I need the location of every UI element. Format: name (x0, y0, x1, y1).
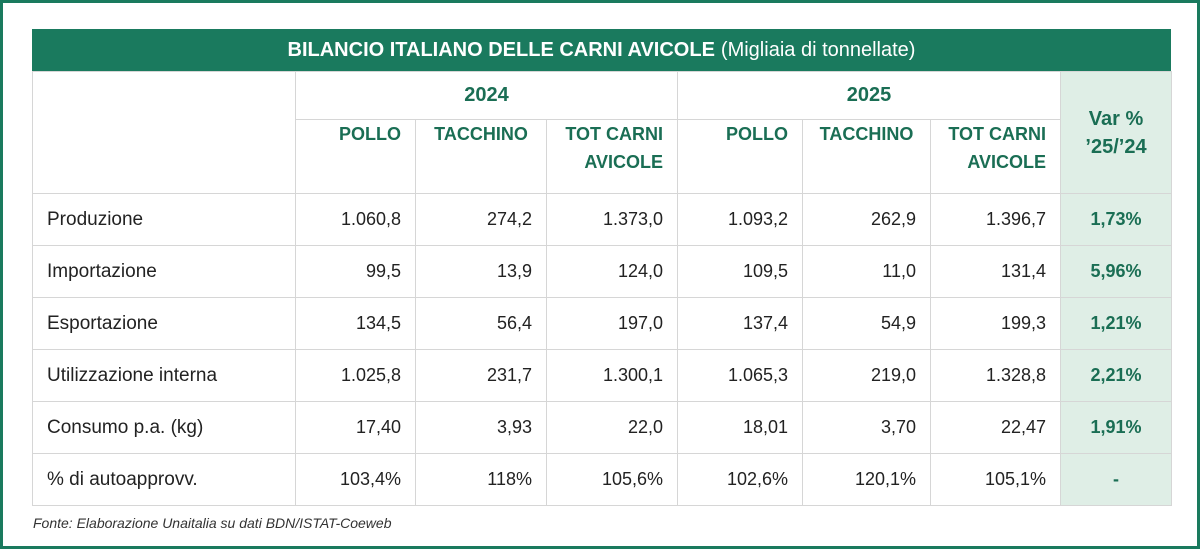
col-header-tacchino-2024: TACCHINO (415, 119, 547, 194)
cell-2024: 103,4% (295, 453, 416, 506)
row-label: Importazione (32, 245, 296, 298)
balance-table: 2024 2025 Var % ’25/’24 POLLO TACCHINO T… (32, 71, 1172, 506)
table-row: % di autoapprovv. 103,4% 118% 105,6% 102,6% 1… (32, 453, 1172, 506)
var-header: Var % ’25/’24 (1060, 71, 1172, 194)
cell-2024: 274,2 (415, 193, 547, 246)
var-cell: - (1060, 453, 1172, 506)
cell-2025: 1.396,7 (930, 193, 1061, 246)
cell-2025: 105,1% (930, 453, 1061, 506)
cell-2024: 124,0 (546, 245, 678, 298)
cell-2025: 54,9 (802, 297, 931, 350)
var-cell: 1,21% (1060, 297, 1172, 350)
cell-2025: 102,6% (677, 453, 803, 506)
cell-2025: 1.328,8 (930, 349, 1061, 402)
var-cell: 5,96% (1060, 245, 1172, 298)
cell-2025: 131,4 (930, 245, 1061, 298)
cell-2025: 120,1% (802, 453, 931, 506)
row-label: % di autoapprovv. (32, 453, 296, 506)
cell-2025: 3,70 (802, 401, 931, 454)
cell-2024: 1.373,0 (546, 193, 678, 246)
cell-2024: 118% (415, 453, 547, 506)
cell-2025: 22,47 (930, 401, 1061, 454)
cell-2024: 56,4 (415, 297, 547, 350)
table-row: Importazione 99,5 13,9 124,0 109,5 11,0 131,4 5… (32, 245, 1172, 298)
table-row: Utilizzazione interna 1.025,8 231,7 1.300,1… (32, 349, 1172, 402)
year-header-2025: 2025 (677, 71, 1061, 120)
cell-2024: 1.300,1 (546, 349, 678, 402)
cell-2024: 3,93 (415, 401, 547, 454)
cell-2025: 1.093,2 (677, 193, 803, 246)
row-label-header (32, 71, 296, 194)
table-row: Produzione 1.060,8 274,2 1.373,0 1.093,2 262,… (32, 193, 1172, 246)
cell-2025: 262,9 (802, 193, 931, 246)
cell-2025: 219,0 (802, 349, 931, 402)
cell-2024: 22,0 (546, 401, 678, 454)
cell-2025: 199,3 (930, 297, 1061, 350)
row-label: Produzione (32, 193, 296, 246)
table-title-unit: (Migliaia di tonnellate) (720, 38, 916, 61)
table-title: BILANCIO ITALIANO DELLE CARNI AVICOLE (M… (32, 29, 1171, 71)
var-cell: 1,73% (1060, 193, 1172, 246)
var-header-line2: ’25/’24 (1085, 135, 1147, 158)
row-label: Esportazione (32, 297, 296, 350)
table-row: Esportazione 134,5 56,4 197,0 137,4 54,9 199,3… (32, 297, 1172, 350)
cell-2024: 13,9 (415, 245, 547, 298)
cell-2024: 17,40 (295, 401, 416, 454)
cell-2024: 197,0 (546, 297, 678, 350)
year-header-2024: 2024 (295, 71, 678, 120)
cell-2024: 134,5 (295, 297, 416, 350)
col-header-tot-2025: TOT CARNI AVICOLE (930, 119, 1061, 194)
var-cell: 2,21% (1060, 349, 1172, 402)
col-header-pollo-2024: POLLO (295, 119, 416, 194)
cell-2024: 1.060,8 (295, 193, 416, 246)
cell-2025: 1.065,3 (677, 349, 803, 402)
source-note: Fonte: Elaborazione Unaitalia su dati BD… (33, 515, 392, 531)
cell-2024: 1.025,8 (295, 349, 416, 402)
var-header-line1: Var % (1088, 107, 1144, 130)
var-cell: 1,91% (1060, 401, 1172, 454)
col-header-tacchino-2025: TACCHINO (802, 119, 931, 194)
row-label: Utilizzazione interna (32, 349, 296, 402)
table-row: Consumo p.a. (kg) 17,40 3,93 22,0 18,01 3,70 2… (32, 401, 1172, 454)
table-title-main: BILANCIO ITALIANO DELLE CARNI AVICOLE (287, 38, 715, 61)
cell-2024: 99,5 (295, 245, 416, 298)
cell-2025: 18,01 (677, 401, 803, 454)
table-body: Produzione 1.060,8 274,2 1.373,0 1.093,2 262,… (32, 193, 1172, 506)
cell-2025: 109,5 (677, 245, 803, 298)
cell-2024: 105,6% (546, 453, 678, 506)
cell-2025: 11,0 (802, 245, 931, 298)
row-label: Consumo p.a. (kg) (32, 401, 296, 454)
col-header-pollo-2025: POLLO (677, 119, 803, 194)
cell-2024: 231,7 (415, 349, 547, 402)
col-header-tot-2024: TOT CARNI AVICOLE (546, 119, 678, 194)
cell-2025: 137,4 (677, 297, 803, 350)
